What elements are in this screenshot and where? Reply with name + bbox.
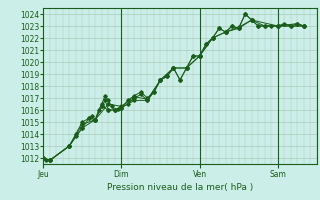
X-axis label: Pression niveau de la mer( hPa ): Pression niveau de la mer( hPa ) bbox=[107, 183, 253, 192]
